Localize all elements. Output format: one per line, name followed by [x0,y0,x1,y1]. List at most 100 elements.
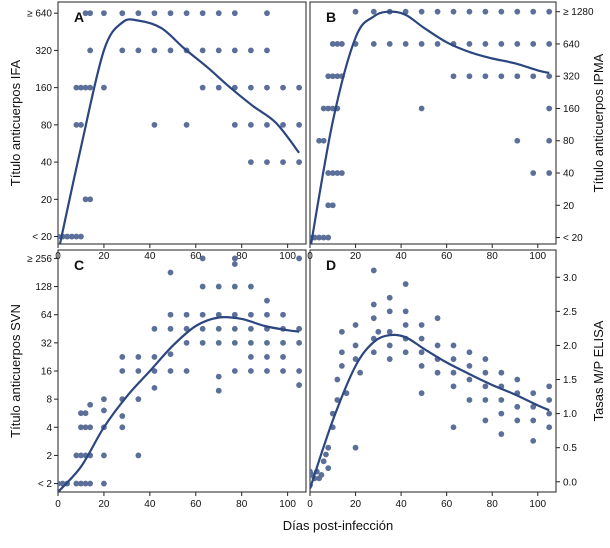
fit-curve [58,18,300,244]
data-point [64,233,71,240]
data-point [482,383,489,390]
data-point [450,73,457,80]
data-point [482,73,489,80]
data-point [352,444,359,451]
x-tick-label: 20 [98,499,110,510]
data-point [546,170,553,176]
data-point [370,41,377,47]
data-point [370,301,377,308]
data-point [82,84,89,91]
data-point [183,10,190,17]
x-tick-label: 100 [279,251,296,262]
data-point [73,480,80,487]
data-point [434,342,441,349]
data-point [183,325,190,332]
panel-label: A [74,9,84,25]
data-point [402,308,409,315]
data-point [264,354,270,360]
y-tick-label: 8 [46,395,52,406]
data-point [418,105,425,112]
data-point [296,368,303,374]
data-point [247,354,254,360]
data-point [466,397,473,403]
x-tick-label: 60 [190,499,202,510]
y-tick-label: 20 [41,195,53,206]
data-point [482,356,489,362]
x-tick-label: 40 [396,251,408,262]
data-point [151,10,158,17]
data-point [199,283,206,290]
data-point [466,349,473,356]
data-point [119,413,126,419]
y-axis-label: Título anticuerpos IFA [8,59,23,186]
data-point [530,390,537,397]
data-point [151,121,158,128]
y-tick-label: ≥ 256 [27,254,52,265]
data-point [450,342,457,349]
data-point [183,121,190,128]
data-point [119,47,126,54]
data-point [247,311,254,318]
data-point [280,121,286,128]
data-point [101,396,107,403]
data-point [434,41,441,47]
data-point [338,170,345,176]
data-point [151,384,158,391]
data-point [370,267,377,274]
data-point [215,311,222,318]
data-point [418,322,425,328]
data-point [82,424,89,431]
data-point [320,458,327,465]
data-point [135,47,142,54]
x-tick-label: 40 [144,251,156,262]
data-point [280,84,286,91]
data-point [352,8,359,15]
data-layer [58,10,303,244]
y-tick-label: 2.0 [563,341,577,352]
data-point [101,407,107,414]
y-tick-label: 0.0 [563,477,577,488]
data-point [530,417,537,424]
data-point [101,84,107,91]
x-tick-label: 20 [350,251,362,262]
data-point [402,41,409,47]
data-point [316,234,323,241]
data-point [434,369,441,376]
data-point [199,325,206,332]
data-point [450,8,457,15]
data-point [418,8,425,15]
data-point [514,403,521,410]
data-point [338,328,345,335]
common-x-axis-label: Días post-infección [283,518,394,533]
data-point [78,424,84,431]
data-point [119,368,126,374]
data-point [418,335,425,342]
y-tick-label: 128 [35,282,52,293]
data-point [352,322,359,328]
panel-d-chart: D 0 20 40 60 80 100 0.0 0.5 1.0 1.5 2.0 2.5 3.0 Tasas … [307,249,606,510]
data-point [546,8,553,15]
data-point [334,397,341,403]
data-point [386,342,393,349]
data-point [466,73,473,80]
data-point [386,308,393,315]
data-point [215,283,222,290]
data-point [264,311,270,318]
data-point [546,383,553,390]
data-point [167,325,174,332]
data-point [514,8,521,15]
data-point [231,339,238,346]
data-point [183,339,190,346]
data-point [87,401,94,408]
data-point [482,397,489,403]
fit-curve [310,333,550,489]
data-point [199,255,206,262]
panel-label: D [326,257,336,273]
data-point [370,349,377,356]
data-point [296,255,303,262]
data-point [498,369,505,376]
data-point [199,84,206,91]
data-point [329,41,336,47]
